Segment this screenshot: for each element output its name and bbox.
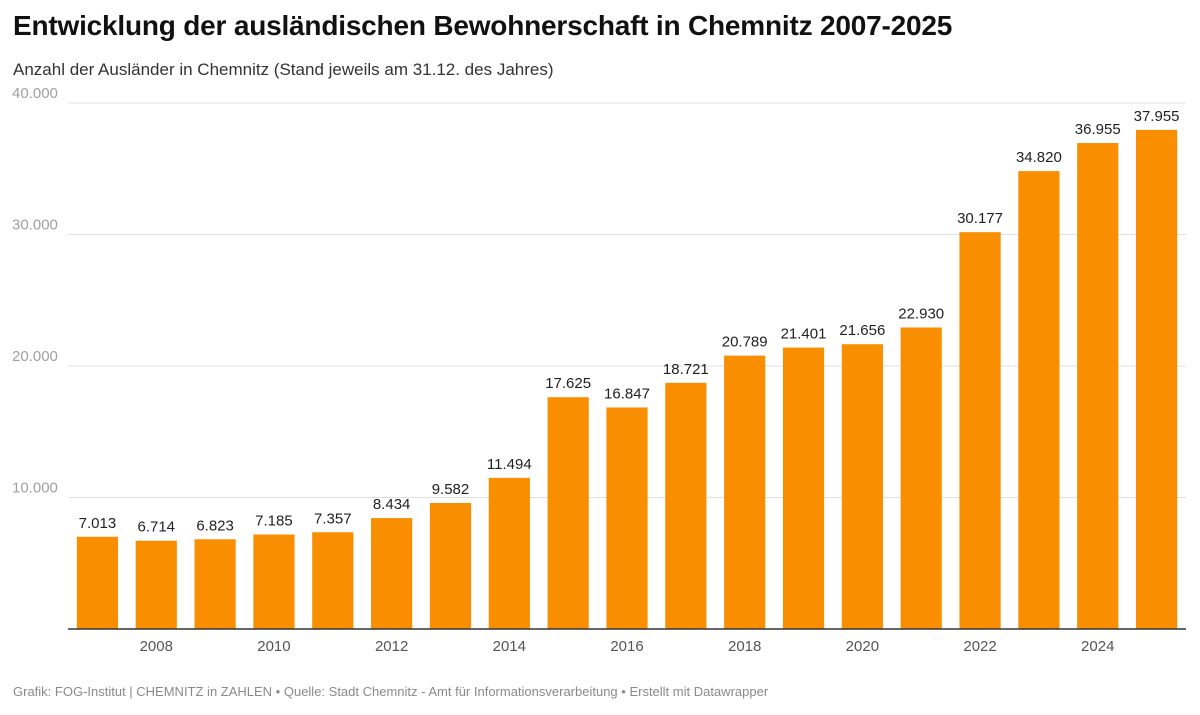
data-label: 6.714 xyxy=(137,519,175,536)
bar xyxy=(665,382,707,629)
bar xyxy=(1077,143,1119,629)
data-label: 7.357 xyxy=(314,510,352,527)
data-label: 21.401 xyxy=(781,326,827,343)
bar xyxy=(429,502,472,629)
x-tick-label: 2010 xyxy=(257,638,290,655)
data-label: 30.177 xyxy=(957,210,1003,227)
data-label: 36.955 xyxy=(1075,121,1121,138)
x-tick-label: 2014 xyxy=(493,638,526,655)
x-tick-label: 2022 xyxy=(963,638,996,655)
bar xyxy=(488,477,530,629)
data-label: 7.185 xyxy=(255,513,293,530)
data-label: 8.434 xyxy=(373,496,411,513)
bar xyxy=(606,407,648,629)
data-label: 6.823 xyxy=(196,517,234,534)
data-label: 17.625 xyxy=(545,375,591,392)
x-tick-label: 2018 xyxy=(728,638,761,655)
data-label: 37.955 xyxy=(1134,108,1180,125)
x-tick-label: 2008 xyxy=(140,638,173,655)
y-tick-label: 10.000 xyxy=(12,480,58,497)
bar xyxy=(900,327,942,629)
data-label: 20.789 xyxy=(722,334,768,351)
x-tick-label: 2012 xyxy=(375,638,408,655)
bar xyxy=(312,532,354,629)
y-tick-label: 40.000 xyxy=(12,85,58,102)
bar xyxy=(724,355,766,629)
data-label: 11.494 xyxy=(487,456,532,473)
bar xyxy=(135,540,177,629)
bar xyxy=(371,518,413,629)
bar xyxy=(782,347,825,629)
data-label: 18.721 xyxy=(663,361,709,378)
bar xyxy=(1018,171,1060,629)
bar xyxy=(194,539,236,629)
data-label: 7.013 xyxy=(79,515,117,532)
data-label: 9.582 xyxy=(432,481,470,498)
x-tick-label: 2016 xyxy=(610,638,643,655)
bar xyxy=(76,536,119,629)
x-tick-label: 2024 xyxy=(1081,638,1114,655)
footer-credits: Grafik: FOG-Institut | CHEMNITZ in ZAHLE… xyxy=(13,684,769,699)
bar xyxy=(959,232,1001,629)
data-label: 34.820 xyxy=(1016,149,1062,166)
bar xyxy=(253,534,295,629)
y-tick-label: 30.000 xyxy=(12,217,58,234)
data-label: 16.847 xyxy=(604,385,650,402)
data-label: 22.930 xyxy=(898,305,944,322)
bar xyxy=(841,344,883,629)
chart-title: Entwicklung der ausländischen Bewohnersc… xyxy=(13,10,953,41)
chart-subtitle: Anzahl der Ausländer in Chemnitz (Stand … xyxy=(13,60,554,79)
bar xyxy=(1135,129,1178,629)
x-tick-label: 2020 xyxy=(846,638,879,655)
y-tick-label: 20.000 xyxy=(12,348,58,365)
bar xyxy=(547,397,589,629)
data-label: 21.656 xyxy=(839,322,885,339)
